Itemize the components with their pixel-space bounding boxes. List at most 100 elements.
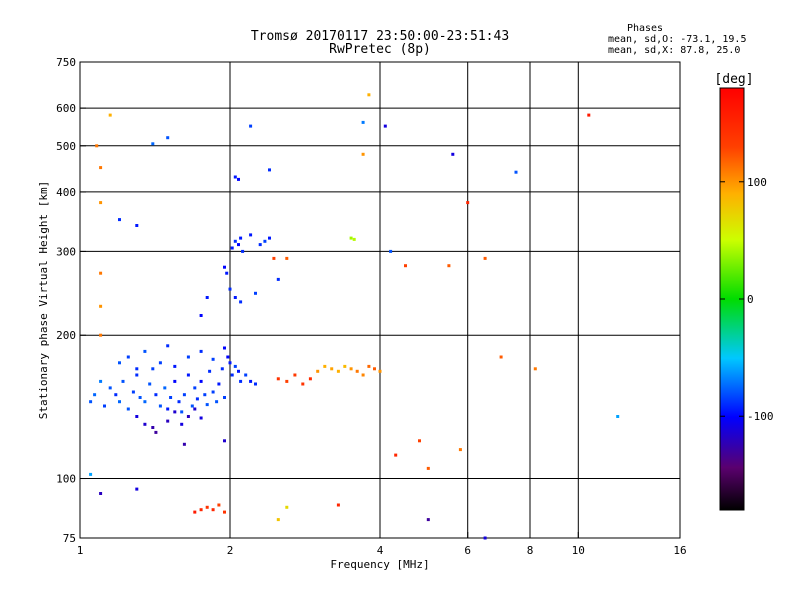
data-point-3-150 [361,152,365,156]
data-point-0-52 [173,364,177,368]
y-tick-label-75: 75 [63,532,76,545]
data-point-0-17 [163,386,167,390]
data-point-3-124 [373,367,376,371]
data-point-0-21 [177,400,181,404]
data-point-1-74 [249,233,253,237]
data-point-2-98 [199,508,203,512]
data-point-1-90 [166,136,170,140]
data-point-3-115 [316,369,320,373]
data-point-0-20 [173,379,177,383]
data-point-0-11 [138,396,142,399]
data-point-2-100 [211,508,215,512]
data-point-2-108 [483,536,487,540]
data-point-1-86 [237,177,240,181]
data-point-0-7 [121,379,125,383]
x-tick-label-10: 10 [572,544,585,557]
data-point-0-33 [215,400,219,404]
data-point-1-80 [228,287,232,291]
data-point-1-73 [241,249,245,253]
data-point-0-2 [99,379,103,383]
data-point-3-130 [99,201,103,205]
data-point-3-143 [616,415,620,418]
data-point-3-129 [99,166,103,170]
x-grid [229,62,579,538]
data-point-2-95 [99,492,103,495]
data-point-0-5 [114,393,118,397]
data-point-0-53 [186,355,190,359]
y-tick-label-500: 500 [56,140,76,153]
data-point-2-106 [394,453,398,457]
data-point-0-62 [173,410,177,414]
data-point-0-14 [151,367,155,371]
data-point-2-103 [276,518,280,522]
data-point-0-54 [199,349,203,353]
data-point-1-91 [118,218,121,222]
data-points [89,93,620,540]
data-point-3-138 [483,256,487,260]
y-tick-label-600: 600 [56,102,76,115]
data-point-0-61 [166,419,170,423]
data-point-3-136 [447,264,451,268]
data-point-1-78 [223,265,226,269]
data-point-0-26 [193,386,197,390]
data-point-0-65 [193,407,197,411]
data-point-3-119 [343,364,347,368]
y-ticks: 75 100 200 300 400 500 600 750 [56,56,86,545]
data-point-0-15 [154,393,158,397]
data-point-0-25 [190,404,194,408]
data-point-0-12 [143,400,147,404]
data-point-2-96 [135,487,139,491]
data-point-3-122 [361,373,365,377]
chart-subtitle: RwPretec (8p) [329,42,431,57]
colorbar-tick-label-2: -100 [747,410,774,423]
data-point-0-8 [126,407,130,411]
data-point-3-116 [323,364,327,368]
stats-header: Phases [627,23,663,34]
data-point-3-118 [336,369,340,373]
data-point-0-41 [237,369,240,373]
data-point-0-31 [208,369,212,373]
data-point-0-55 [211,357,215,361]
x-tick-label-4: 4 [377,544,384,557]
data-point-0-27 [195,397,199,401]
chart-title: Tromsø 20170117 23:50:00-23:51:43 [251,29,509,44]
data-point-2-109 [89,472,93,476]
data-point-3-114 [308,377,312,381]
data-point-3-110 [276,377,280,381]
data-point-2-101 [217,503,221,507]
data-point-0-16 [158,404,162,408]
stats-line-o: mean, sd,O: -73.1, 19.5 [608,34,746,45]
data-point-3-153 [272,256,276,260]
data-point-3-146 [458,448,462,452]
y-tick-label-300: 300 [56,245,76,258]
data-point-0-9 [131,390,135,394]
data-point-3-120 [349,367,353,371]
data-point-0-63 [180,422,184,426]
data-point-3-128 [95,144,99,148]
data-point-3-152 [285,256,289,260]
data-point-0-18 [166,407,170,411]
data-point-0-42 [239,379,243,383]
data-point-1-88 [249,124,253,128]
colorbar-tick-label-0: 100 [747,176,767,189]
data-point-0-47 [126,355,130,359]
data-point-0-10 [135,373,139,377]
data-point-1-79 [225,271,229,275]
y-tick-label-100: 100 [56,473,76,486]
data-point-0-24 [186,373,190,377]
data-point-0-19 [169,396,173,399]
data-point-3-112 [293,373,297,377]
y-tick-label-200: 200 [56,329,76,342]
data-point-3-147 [367,93,371,97]
data-point-0-6 [118,400,121,404]
y-tick-label-400: 400 [56,186,76,199]
y-grid [80,107,680,479]
data-point-0-28 [199,379,203,383]
x-tick-label-8: 8 [527,544,534,557]
data-point-1-93 [199,314,203,317]
data-point-3-121 [355,369,359,373]
data-point-0-30 [205,403,209,407]
data-point-0-66 [199,416,203,420]
x-ticks: 1 2 4 6 8 10 16 [77,532,687,557]
data-point-2-105 [336,503,340,507]
